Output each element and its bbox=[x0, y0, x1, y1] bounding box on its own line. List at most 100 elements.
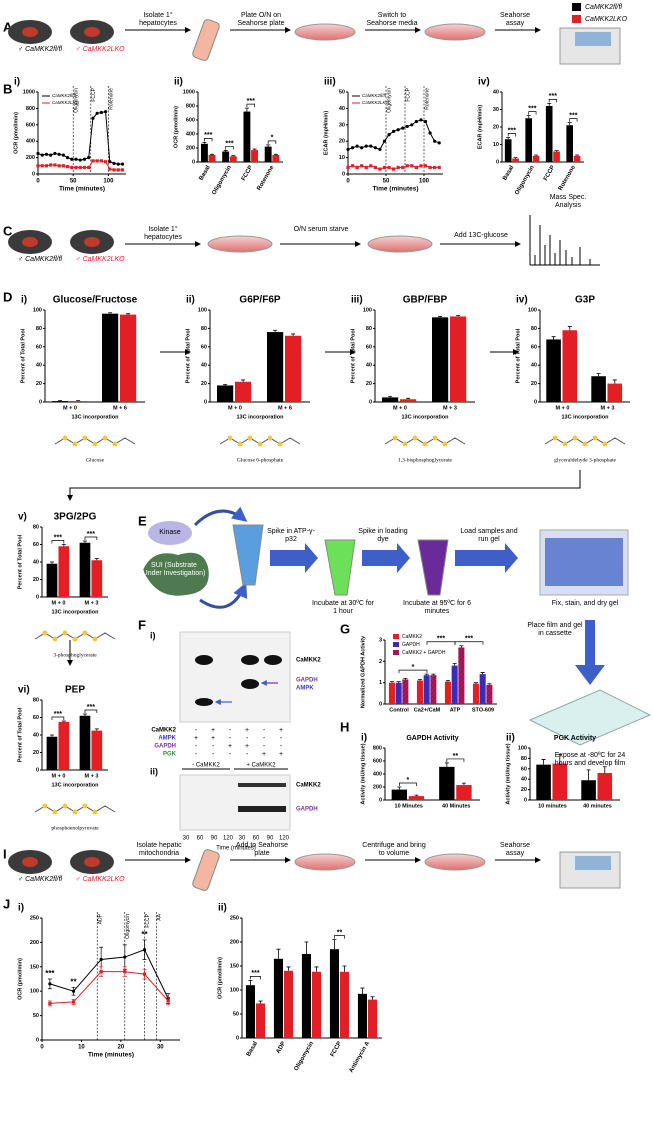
step: Switch to Seahorse media bbox=[366, 12, 418, 27]
row-label: GAPDH bbox=[154, 744, 176, 750]
significance-bracket bbox=[507, 133, 516, 137]
time-label: 60 bbox=[197, 836, 204, 842]
error-bar bbox=[406, 397, 411, 400]
significance-bracket bbox=[398, 782, 417, 786]
marker bbox=[116, 168, 120, 172]
carbon-atom bbox=[257, 441, 263, 447]
significance: ** bbox=[141, 930, 148, 939]
marker bbox=[99, 110, 103, 115]
panel-label: iii) bbox=[324, 77, 336, 88]
y-axis-label: Percent of Total Pool bbox=[20, 328, 26, 383]
chart-title: PEP bbox=[65, 685, 85, 696]
marker bbox=[355, 165, 359, 170]
band-label: GAPDH bbox=[296, 807, 318, 813]
y-tick-label: 0 bbox=[192, 159, 195, 165]
legend-label: CaMKK2LKO bbox=[585, 16, 628, 23]
time-label: 120 bbox=[279, 836, 290, 842]
carbon-atom bbox=[552, 435, 558, 441]
y-tick-label: 20 bbox=[201, 381, 207, 387]
marker bbox=[99, 159, 103, 163]
carbon-atom bbox=[392, 435, 398, 441]
x-tick-label: 30 bbox=[157, 1045, 164, 1051]
panel-label: ii) bbox=[506, 733, 515, 744]
marker bbox=[423, 164, 428, 168]
marker bbox=[433, 165, 437, 170]
error-bar bbox=[82, 713, 87, 716]
marker bbox=[405, 124, 409, 129]
y-tick-label: 40 bbox=[339, 106, 345, 112]
y-tick-label: 20 bbox=[33, 577, 39, 583]
y-tick-label: 40 bbox=[33, 732, 39, 738]
y-tick-label: 150 bbox=[30, 964, 39, 970]
x-axis-label: Time (minutes) bbox=[372, 186, 418, 193]
carbon-atom bbox=[52, 636, 58, 642]
cell: - bbox=[246, 751, 249, 758]
carbon-atom bbox=[72, 441, 78, 447]
legend-swatch bbox=[393, 642, 399, 647]
marker bbox=[103, 160, 108, 164]
marker bbox=[40, 153, 44, 157]
y-tick-label: 20 bbox=[531, 381, 537, 387]
bar bbox=[91, 730, 103, 770]
error-bar bbox=[480, 672, 485, 675]
bar bbox=[329, 949, 339, 1038]
error-bar bbox=[291, 333, 296, 336]
significance: *** bbox=[549, 93, 557, 100]
significance: *** bbox=[54, 534, 62, 541]
panel-label: v) bbox=[18, 512, 27, 523]
significance: *** bbox=[225, 140, 233, 147]
x-tick-label: M + 3 bbox=[601, 405, 615, 411]
error-bar bbox=[557, 753, 562, 764]
error-bar bbox=[94, 728, 99, 731]
sui-label: SUI (Substrate Under Investigation) bbox=[142, 562, 206, 577]
gel-xlabel: Time (minutes) bbox=[216, 846, 256, 852]
x-axis-label: Time (minutes) bbox=[59, 186, 105, 193]
marker bbox=[382, 139, 387, 143]
error-bar bbox=[444, 762, 449, 767]
carbon-atom bbox=[52, 809, 58, 815]
marker bbox=[61, 164, 65, 168]
error-bar bbox=[575, 154, 580, 156]
bar bbox=[444, 681, 451, 704]
panel-label: i) bbox=[14, 77, 20, 88]
bar bbox=[402, 679, 409, 704]
carbon-atom bbox=[412, 435, 418, 441]
significance-bracket bbox=[569, 118, 578, 122]
marker bbox=[120, 162, 125, 166]
panel-label: H bbox=[340, 719, 349, 734]
y-tick-label: 60 bbox=[521, 766, 527, 772]
x-axis-label: 13C incorporation bbox=[71, 414, 119, 420]
marker bbox=[382, 165, 387, 170]
bar bbox=[70, 401, 87, 402]
carbon-atom bbox=[62, 435, 68, 441]
bar bbox=[532, 155, 540, 162]
step: Seahorse assay bbox=[500, 12, 530, 27]
carbon-atom bbox=[442, 441, 448, 447]
carbon-atom bbox=[572, 435, 578, 441]
y-tick-label: 10 bbox=[493, 142, 499, 148]
panel-label: B bbox=[3, 81, 12, 96]
bar bbox=[591, 376, 606, 402]
significance-bracket bbox=[398, 669, 428, 674]
cell: - bbox=[263, 743, 266, 750]
error-bar bbox=[61, 544, 66, 547]
bar bbox=[395, 682, 402, 704]
marker bbox=[103, 110, 108, 114]
x-tick-label: FCCP bbox=[241, 165, 254, 182]
carbon-atom bbox=[82, 630, 88, 636]
x-tick-label: 40 Minutes bbox=[442, 803, 470, 809]
significance: ** bbox=[453, 753, 459, 760]
x-tick-label: FCCP bbox=[330, 1041, 343, 1058]
y-tick-label: 30 bbox=[339, 122, 345, 128]
chart-title: Glucose/Fructose bbox=[53, 295, 138, 306]
significance-bracket bbox=[528, 111, 537, 115]
marker bbox=[91, 159, 95, 163]
marker bbox=[355, 144, 359, 148]
significance: *** bbox=[45, 969, 55, 978]
panel-label: D bbox=[3, 289, 12, 304]
group-label: + CaMKK2 bbox=[246, 763, 276, 769]
y-axis-label: OCR (pmol/min) bbox=[13, 112, 19, 154]
group-label: - CaMKK2 bbox=[192, 763, 220, 769]
y-tick-label: 60 bbox=[531, 344, 537, 350]
